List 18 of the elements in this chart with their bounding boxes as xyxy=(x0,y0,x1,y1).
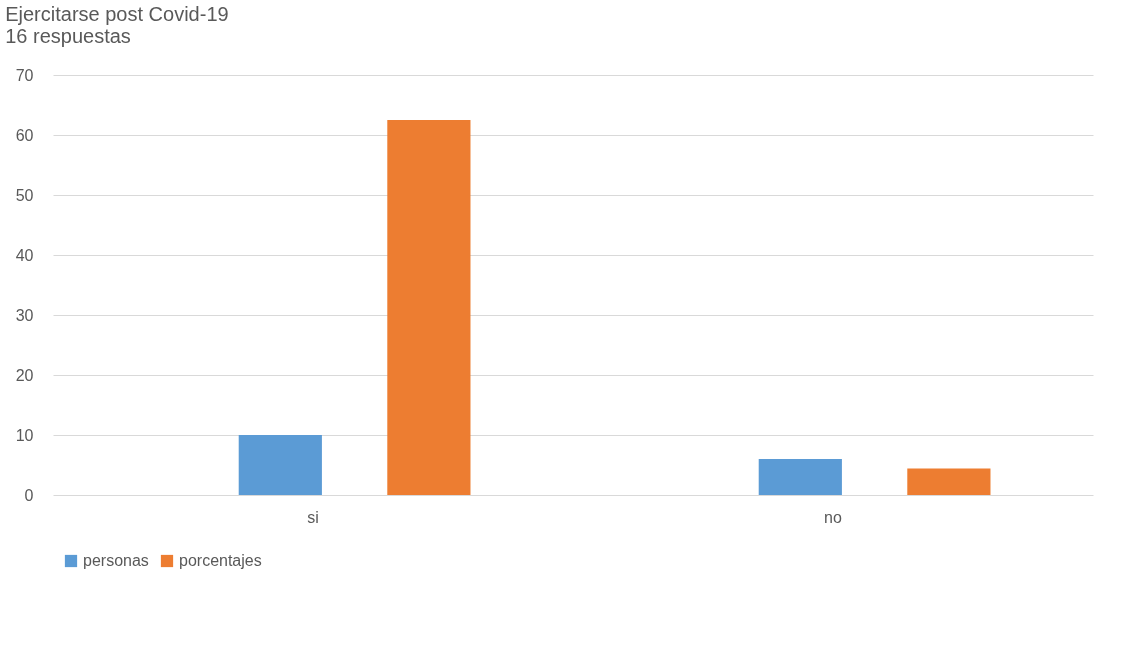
y-tick-label: 30 xyxy=(15,306,34,324)
y-tick-label: 70 xyxy=(15,66,34,84)
bar xyxy=(907,468,991,495)
y-tick-label: 50 xyxy=(15,186,34,204)
bar xyxy=(387,120,471,495)
legend-label: porcentajes xyxy=(179,552,262,569)
legend-label: personas xyxy=(83,552,149,569)
chart-subtitle: 16 respuestas xyxy=(5,25,131,47)
y-tick-label: 10 xyxy=(15,426,34,444)
bar xyxy=(758,459,842,495)
x-tick-label: no xyxy=(824,508,842,526)
y-tick-label: 0 xyxy=(24,486,34,504)
y-tick-label: 40 xyxy=(15,246,34,264)
x-tick-label: si xyxy=(307,508,319,526)
bar xyxy=(238,435,322,495)
chart-title: Ejercitarse post Covid-19 xyxy=(5,3,229,25)
y-tick-label: 20 xyxy=(15,366,34,384)
y-tick-label: 60 xyxy=(15,126,34,144)
